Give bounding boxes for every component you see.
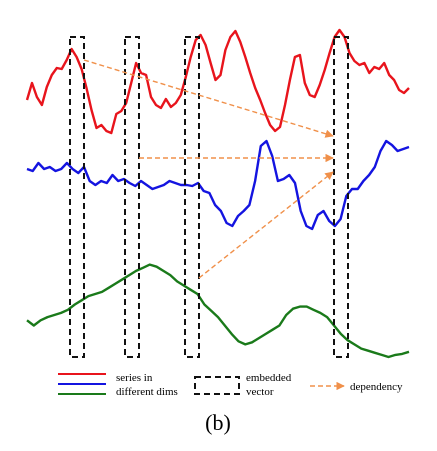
legend-vector-label-line2: vector <box>246 386 274 398</box>
dependency-arrow-3 <box>198 171 334 279</box>
embedded-vector-box-3 <box>184 36 200 358</box>
legend-series-label-line1: series in <box>116 372 153 384</box>
legend: series in different dims embedded vector… <box>58 372 403 398</box>
series-line-green <box>26 263 410 359</box>
embedded-vector-box-4 <box>333 36 349 358</box>
legend-embedded-vector-swatch <box>194 376 240 395</box>
legend-dependency-label: dependency <box>350 381 403 393</box>
embedded-vector-box-1 <box>69 36 85 358</box>
series-line-red <box>25 28 410 135</box>
series-layer <box>25 28 410 359</box>
dependency-arrow-1 <box>83 59 334 138</box>
legend-vector-label-line1: embedded <box>246 372 292 384</box>
legend-series-label-line2: different dims <box>116 386 178 398</box>
figure-caption: (b) <box>205 410 231 435</box>
series-line-blue <box>26 139 410 231</box>
dependency-arrows <box>83 59 334 279</box>
embedded-vector-box-2 <box>124 36 140 358</box>
embedded-vector-boxes <box>69 36 349 358</box>
